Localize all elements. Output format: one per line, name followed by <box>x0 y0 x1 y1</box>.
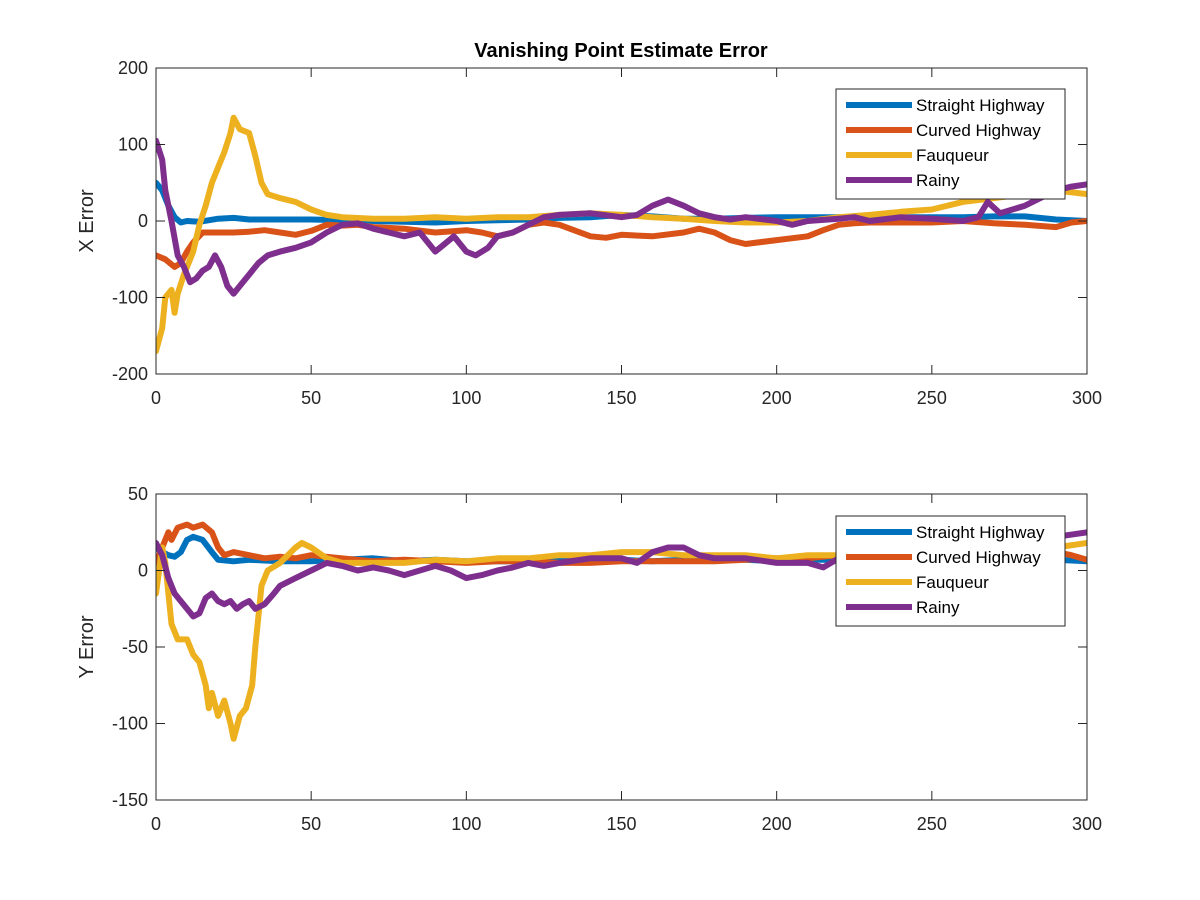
y-error-xtick-label: 100 <box>451 814 481 834</box>
x-error-xtick-label: 300 <box>1072 388 1102 408</box>
x-error-plot: 0 50 100 150 200 250 300 -200 -100 0 100 200 X Error… <box>76 58 1102 408</box>
x-error-series-rainy <box>156 137 1087 297</box>
x-error-xtick-label: 50 <box>301 388 321 408</box>
x-error-legend-label-curved-highway: Curved Highway <box>916 121 1041 140</box>
y-error-legend-label-curved-highway: Curved Highway <box>916 548 1041 567</box>
x-error-xtick-label: 150 <box>606 388 636 408</box>
x-error-legend: Straight Highway Curved Highway Fauqueur Ra… <box>835 88 1066 200</box>
y-error-xtick-label: 250 <box>917 814 947 834</box>
x-error-ytick-label: 0 <box>138 211 148 231</box>
x-error-ytick-label: 200 <box>118 58 148 78</box>
y-error-plot: 0 50 100 150 200 250 300 -150 -100 -50 0 50 Y Error S… <box>76 484 1102 834</box>
y-error-ytick-label: -50 <box>122 637 148 657</box>
figure-title: Vanishing Point Estimate Error <box>474 40 768 62</box>
y-error-legend-label-straight-highway: Straight Highway <box>916 523 1045 542</box>
x-error-legend-label-straight-highway: Straight Highway <box>916 96 1045 115</box>
y-error-ylabel: Y Error <box>76 615 98 678</box>
x-error-ylabel: X Error <box>76 189 98 253</box>
y-error-ytick-label: -100 <box>112 714 148 734</box>
x-error-legend-label-fauqueur: Fauqueur <box>916 146 989 165</box>
y-error-legend-label-rainy: Rainy <box>916 598 960 617</box>
x-error-xtick-label: 0 <box>151 388 161 408</box>
x-error-series-group <box>156 114 1087 355</box>
y-error-series-fauqueur <box>156 540 1087 742</box>
y-error-xtick-label: 300 <box>1072 814 1102 834</box>
x-error-xtick-label: 200 <box>762 388 792 408</box>
y-error-series-rainy <box>156 529 1087 620</box>
y-error-ytick-label: -150 <box>112 790 148 810</box>
y-error-legend: Straight Highway Curved Highway Fauqueur Ra… <box>835 515 1066 627</box>
y-error-xtick-label: 150 <box>606 814 636 834</box>
x-error-ytick-label: 100 <box>118 135 148 155</box>
x-error-ytick-label: -100 <box>112 288 148 308</box>
y-error-ytick-label: 50 <box>128 484 148 504</box>
x-error-legend-label-rainy: Rainy <box>916 171 960 190</box>
x-error-xtick-label: 250 <box>917 388 947 408</box>
y-error-xtick-label: 50 <box>301 814 321 834</box>
y-error-xtick-label: 0 <box>151 814 161 834</box>
y-error-xtick-label: 200 <box>762 814 792 834</box>
y-error-legend-label-fauqueur: Fauqueur <box>916 573 989 592</box>
x-error-ytick-label: -200 <box>112 364 148 384</box>
x-error-xtick-label: 100 <box>451 388 481 408</box>
y-error-ytick-label: 0 <box>138 561 148 581</box>
